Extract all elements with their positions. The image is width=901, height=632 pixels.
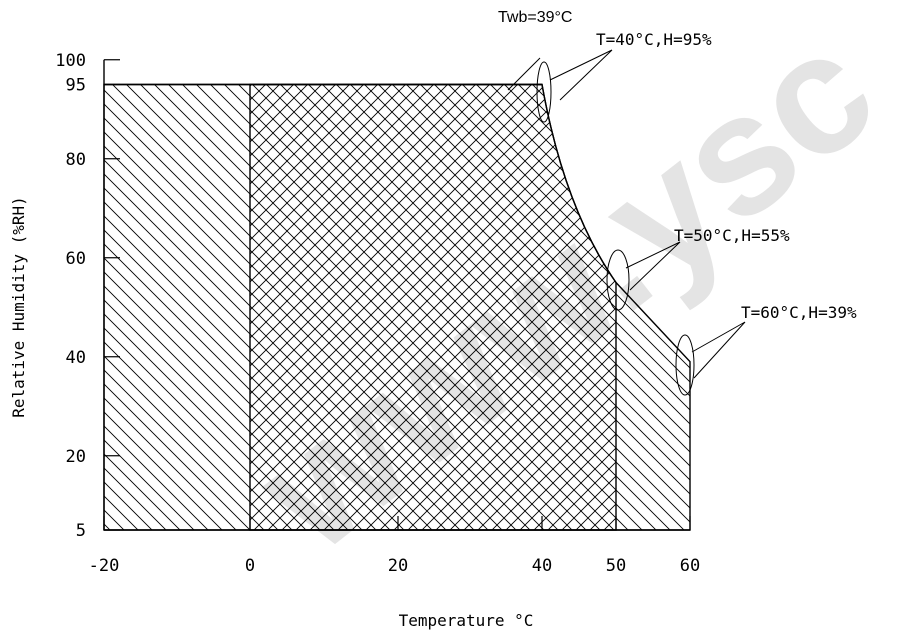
y-tick-label-100: 100 [55, 51, 86, 71]
inner-operating-region [249, 83, 617, 531]
callout-60c-label: T=60°C,H=39% [741, 303, 857, 322]
x-tick-label--20: -20 [89, 556, 120, 576]
y-tick-label-60: 60 [66, 249, 86, 269]
x-axis-title: Temperature °C [399, 611, 534, 630]
y-tick-label-5: 5 [76, 521, 86, 541]
callout-60c: T=60°C,H=39% [675, 303, 857, 396]
callout-50c: T=50°C,H=55% [606, 226, 790, 311]
wet-bulb-label: Twb=39°C [498, 9, 572, 26]
y-axis-title: Relative Humidity (%RH) [9, 196, 28, 418]
x-ticks: -20 0 20 40 50 60 [89, 516, 700, 576]
callout-50c-label: T=50°C,H=55% [674, 226, 790, 245]
y-tick-label-20: 20 [66, 447, 86, 467]
x-tick-label-60: 60 [680, 556, 700, 576]
wet-bulb-line [507, 57, 541, 91]
y-tick-label-80: 80 [66, 150, 86, 170]
y-tick-label-40: 40 [66, 348, 86, 368]
callout-40c-label: T=40°C,H=95% [596, 30, 712, 49]
y-tick-label-95: 95 [66, 76, 86, 96]
x-tick-label-20: 20 [388, 556, 408, 576]
x-tick-label-40: 40 [532, 556, 552, 576]
y-ticks: 5 20 40 60 80 95 100 [55, 51, 120, 541]
x-tick-label-0: 0 [245, 556, 255, 576]
x-tick-label-50: 50 [606, 556, 626, 576]
callout-40c: T=40°C,H=95% [536, 30, 712, 123]
